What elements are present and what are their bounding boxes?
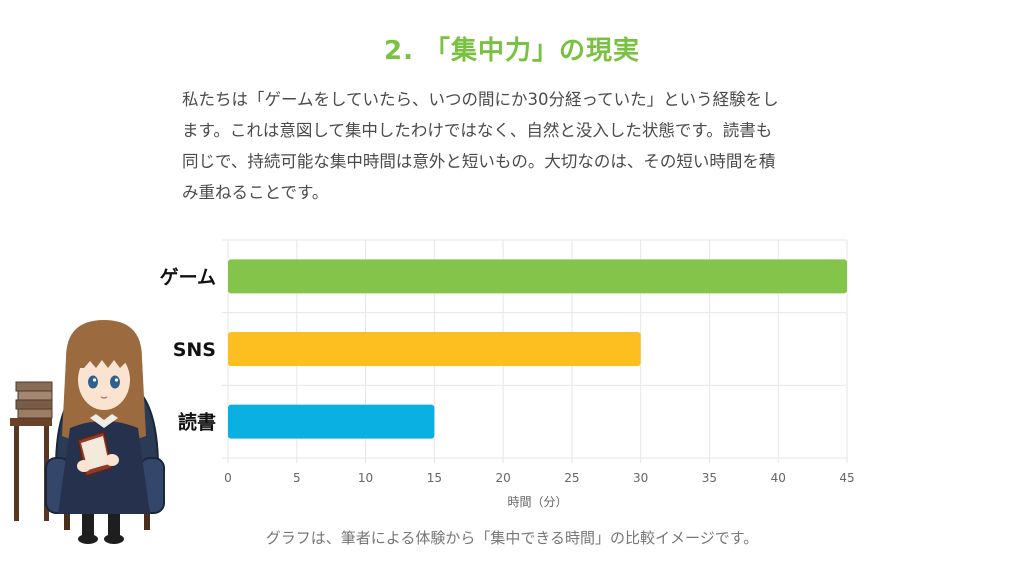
paragraph-line: み重ねることです。 xyxy=(182,183,329,202)
x-tick-label: 0 xyxy=(224,471,232,485)
x-tick-label: 5 xyxy=(293,471,301,485)
book-stack-icon xyxy=(15,381,53,419)
x-axis-label: 時間（分） xyxy=(507,495,567,509)
paragraph-line: 同じで、持続可能な集中時間は意外と短いもの。大切なのは、その短い時間を積 xyxy=(182,152,776,171)
x-tick-label: 35 xyxy=(702,471,717,485)
chart-category-labels: ゲーム SNS 読書 xyxy=(160,266,216,433)
x-tick-label: 45 xyxy=(839,471,854,485)
girl-reading-in-armchair-icon xyxy=(10,320,165,544)
paragraph-line: 私たちは「ゲームをしていたら、いつの間にか30分経っていた」という経験をし xyxy=(182,90,779,109)
x-tick-label: 25 xyxy=(564,471,579,485)
page-title: 2. 「集中力」の現実 xyxy=(383,36,641,66)
chart-caption: グラフは、筆者による体験から「集中できる時間」の比較イメージです。 xyxy=(265,529,759,547)
category-label: SNS xyxy=(173,339,216,361)
chart-x-ticks: 0 5 10 15 20 25 30 35 40 45 xyxy=(224,471,854,485)
x-tick-label: 15 xyxy=(427,471,442,485)
paragraph-line: ます。これは意図して集中したわけではなく、自然と没入した状態です。読書も xyxy=(182,121,773,140)
x-tick-label: 20 xyxy=(495,471,510,485)
body-paragraph: 私たちは「ゲームをしていたら、いつの間にか30分経っていた」という経験をし ます… xyxy=(182,84,852,208)
category-label: ゲーム xyxy=(160,266,216,288)
x-tick-label: 10 xyxy=(358,471,373,485)
bar-1 xyxy=(228,332,641,366)
chart-bars xyxy=(228,259,847,439)
bar-2 xyxy=(228,404,435,439)
x-tick-label: 40 xyxy=(771,471,786,485)
category-label: 読書 xyxy=(178,411,216,434)
bar-0 xyxy=(228,259,847,294)
x-tick-label: 30 xyxy=(633,471,648,485)
